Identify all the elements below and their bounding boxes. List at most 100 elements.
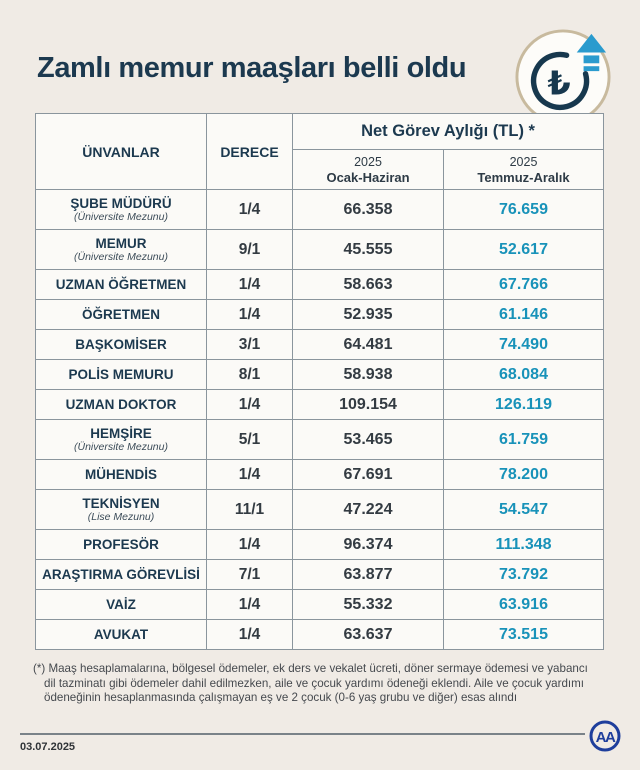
row-value-jan-jun: 45.555 xyxy=(292,229,444,270)
row-subtitle: (Üniversite Mezunu) xyxy=(74,251,168,263)
table-row: MÜHENDİS 1/4 67.691 78.200 xyxy=(35,459,605,490)
row-value-jan-jun: 66.358 xyxy=(292,189,444,230)
table-row: MEMUR (Üniversite Mezunu) 9/1 45.555 52.617 xyxy=(35,229,605,270)
row-value-jul-dec: 54.547 xyxy=(442,489,605,530)
row-title: POLİS MEMURU xyxy=(68,367,174,382)
lira-increase-icon: ₺ xyxy=(515,29,611,125)
row-value-jan-jun: 58.663 xyxy=(292,269,444,300)
table-row: ŞUBE MÜDÜRÜ (Üniversite Mezunu) 1/4 66.358 7… xyxy=(35,189,605,230)
row-value-jul-dec: 73.515 xyxy=(442,619,605,650)
table-subheader-row: 2025 Ocak-Haziran 2025 Temmuz-Aralık xyxy=(36,149,605,190)
table-row: AVUKAT 1/4 63.637 73.515 xyxy=(35,619,605,650)
page-title: Zamlı memur maaşları belli oldu xyxy=(37,52,467,84)
row-title-cell: ARAŞTIRMA GÖREVLİSİ xyxy=(35,559,207,590)
row-degree: 3/1 xyxy=(206,329,293,360)
row-title: VAİZ xyxy=(106,597,136,612)
row-value-jul-dec: 74.490 xyxy=(442,329,605,360)
row-title: BAŞKOMİSER xyxy=(75,337,167,352)
table-row: TEKNİSYEN (Lise Mezunu) 11/1 47.224 54.547 xyxy=(35,489,605,530)
row-degree: 1/4 xyxy=(206,459,293,490)
header-jan-jun-year: 2025 xyxy=(354,154,382,169)
row-title: TEKNİSYEN xyxy=(82,496,160,511)
table-row: UZMAN ÖĞRETMEN 1/4 58.663 67.766 xyxy=(35,269,605,300)
row-value-jan-jun: 67.691 xyxy=(292,459,444,490)
row-value-jan-jun: 63.637 xyxy=(292,619,444,650)
header-titles: ÜNVANLAR xyxy=(35,113,207,190)
table-row: HEMŞİRE (Üniversite Mezunu) 5/1 53.465 61.75… xyxy=(35,419,605,460)
row-value-jan-jun: 63.877 xyxy=(292,559,444,590)
row-title: HEMŞİRE xyxy=(90,426,152,441)
row-title-cell: HEMŞİRE (Üniversite Mezunu) xyxy=(35,419,207,460)
table-body: ŞUBE MÜDÜRÜ (Üniversite Mezunu) 1/4 66.358 7… xyxy=(35,189,605,650)
table-header-row: ÜNVANLAR DERECE Net Görev Aylığı (TL) * xyxy=(35,113,605,190)
row-value-jan-jun: 55.332 xyxy=(292,589,444,620)
salary-table: ÜNVANLAR DERECE Net Görev Aylığı (TL) * … xyxy=(35,113,605,650)
table-row: BAŞKOMİSER 3/1 64.481 74.490 xyxy=(35,329,605,360)
header-net-salary-span: Net Görev Aylığı (TL) * xyxy=(291,113,605,150)
row-title-cell: MEMUR (Üniversite Mezunu) xyxy=(35,229,207,270)
row-degree: 1/4 xyxy=(206,529,293,560)
table-row: ÖĞRETMEN 1/4 52.935 61.146 xyxy=(35,299,605,330)
row-degree: 8/1 xyxy=(206,359,293,390)
row-title: UZMAN ÖĞRETMEN xyxy=(55,277,187,292)
row-title: ÖĞRETMEN xyxy=(81,307,160,322)
row-value-jan-jun: 58.938 xyxy=(292,359,444,390)
header-jul-dec-period: Temmuz-Aralık xyxy=(477,169,570,185)
row-title: UZMAN DOKTOR xyxy=(65,397,177,412)
row-value-jul-dec: 61.759 xyxy=(442,419,605,460)
row-degree: 1/4 xyxy=(206,189,293,230)
row-value-jan-jun: 47.224 xyxy=(292,489,444,530)
row-value-jul-dec: 61.146 xyxy=(442,299,605,330)
row-title: ARAŞTIRMA GÖREVLİSİ xyxy=(42,567,200,582)
row-title-cell: MÜHENDİS xyxy=(35,459,207,490)
footer-divider xyxy=(20,733,585,735)
row-degree: 1/4 xyxy=(206,619,293,650)
row-value-jul-dec: 67.766 xyxy=(442,269,605,300)
row-value-jul-dec: 73.792 xyxy=(442,559,605,590)
header-degree: DERECE xyxy=(206,113,293,190)
table-row: UZMAN DOKTOR 1/4 109.154 126.119 xyxy=(35,389,605,420)
row-title-cell: BAŞKOMİSER xyxy=(35,329,207,360)
publish-date: 03.07.2025 xyxy=(20,741,76,753)
row-degree: 1/4 xyxy=(206,389,293,420)
table-row: PROFESÖR 1/4 96.374 111.348 xyxy=(35,529,605,560)
row-value-jan-jun: 64.481 xyxy=(292,329,444,360)
row-subtitle: (Üniversite Mezunu) xyxy=(74,211,168,223)
header-jan-jun: 2025 Ocak-Haziran xyxy=(292,149,444,190)
row-subtitle: (Lise Mezunu) xyxy=(87,511,155,523)
aa-agency-logo-icon: AA xyxy=(589,720,621,752)
row-degree: 1/4 xyxy=(206,589,293,620)
row-title: ŞUBE MÜDÜRÜ xyxy=(70,196,172,211)
row-title-cell: PROFESÖR xyxy=(35,529,207,560)
row-title-cell: POLİS MEMURU xyxy=(35,359,207,390)
footnote: (*) Maaş hesaplamalarına, bölgesel ödeme… xyxy=(33,662,588,705)
row-value-jan-jun: 52.935 xyxy=(292,299,444,330)
row-title: PROFESÖR xyxy=(83,537,159,552)
row-degree: 1/4 xyxy=(206,299,293,330)
row-value-jan-jun: 109.154 xyxy=(292,389,444,420)
row-subtitle: (Üniversite Mezunu) xyxy=(74,441,168,453)
row-value-jul-dec: 63.916 xyxy=(442,589,605,620)
row-value-jul-dec: 126.119 xyxy=(442,389,605,420)
svg-text:₺: ₺ xyxy=(547,63,570,102)
row-value-jan-jun: 53.465 xyxy=(292,419,444,460)
header-jul-dec: 2025 Temmuz-Aralık xyxy=(442,149,605,190)
row-title-cell: UZMAN DOKTOR xyxy=(35,389,207,420)
row-degree: 5/1 xyxy=(206,419,293,460)
row-title: MÜHENDİS xyxy=(84,467,157,482)
row-title-cell: ÖĞRETMEN xyxy=(35,299,207,330)
row-value-jul-dec: 52.617 xyxy=(442,229,605,270)
table-row: ARAŞTIRMA GÖREVLİSİ 7/1 63.877 73.792 xyxy=(35,559,605,590)
header-jan-jun-period: Ocak-Haziran xyxy=(326,169,410,185)
row-title: MEMUR xyxy=(95,236,147,251)
row-value-jul-dec: 76.659 xyxy=(442,189,605,230)
row-title: AVUKAT xyxy=(93,627,149,642)
row-degree: 11/1 xyxy=(206,489,293,530)
row-title-cell: ŞUBE MÜDÜRÜ (Üniversite Mezunu) xyxy=(35,189,207,230)
svg-text:AA: AA xyxy=(596,729,616,746)
up-arrow-icon xyxy=(576,33,607,72)
row-degree: 1/4 xyxy=(206,269,293,300)
table-row: POLİS MEMURU 8/1 58.938 68.084 xyxy=(35,359,605,390)
row-value-jul-dec: 68.084 xyxy=(442,359,605,390)
